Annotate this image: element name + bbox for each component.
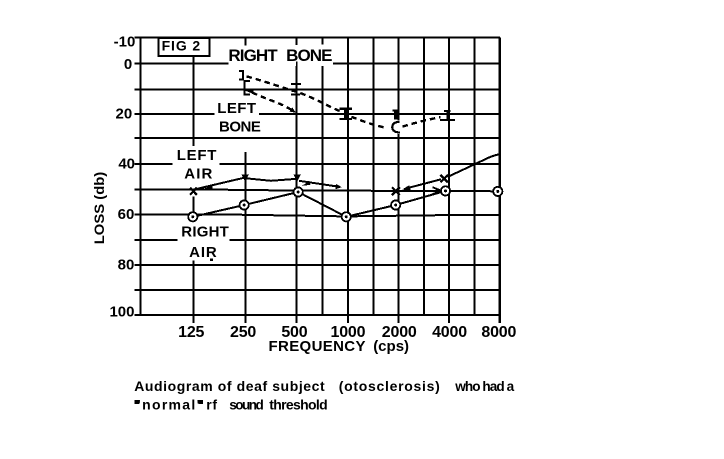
- svg-text:threshold: threshold: [269, 397, 328, 413]
- svg-text:-10: -10: [114, 33, 136, 50]
- svg-text:FIG 2: FIG 2: [162, 38, 202, 54]
- svg-text:LOSS (db): LOSS (db): [91, 172, 107, 245]
- svg-text:who had a: who had a: [454, 379, 514, 394]
- svg-text:1000: 1000: [331, 324, 366, 341]
- svg-text:AIR: AIR: [184, 166, 213, 183]
- svg-text:60: 60: [118, 206, 135, 223]
- svg-text:500: 500: [281, 324, 307, 341]
- svg-text:RIGHT: RIGHT: [181, 224, 229, 241]
- svg-text:250: 250: [230, 324, 256, 341]
- svg-text:0: 0: [124, 56, 132, 73]
- svg-text:4000: 4000: [432, 324, 467, 341]
- svg-text:2000: 2000: [382, 324, 417, 341]
- svg-text:rf: rf: [206, 397, 217, 413]
- svg-text:(cps): (cps): [373, 338, 409, 355]
- svg-text:sound: sound: [229, 398, 263, 413]
- svg-text:Audiogram of deaf subject: Audiogram of deaf subject: [134, 378, 325, 394]
- svg-text:LEFT: LEFT: [177, 147, 217, 164]
- svg-text:100: 100: [109, 304, 134, 321]
- svg-text:FREQUENCY: FREQUENCY: [269, 338, 366, 355]
- svg-text:80: 80: [118, 257, 135, 274]
- svg-text:40: 40: [118, 156, 135, 173]
- svg-text:BONE: BONE: [219, 118, 261, 135]
- svg-text:(otosclerosis): (otosclerosis): [339, 378, 440, 394]
- svg-text:20: 20: [116, 106, 133, 123]
- svg-text:RIGHT BONE: RIGHT BONE: [228, 46, 332, 65]
- svg-text:125: 125: [178, 324, 204, 341]
- svg-text:8000: 8000: [481, 324, 516, 341]
- svg-text:AIR: AIR: [189, 244, 218, 261]
- svg-text:"normal": "normal": [134, 397, 203, 413]
- svg-text:LEFT: LEFT: [217, 100, 256, 117]
